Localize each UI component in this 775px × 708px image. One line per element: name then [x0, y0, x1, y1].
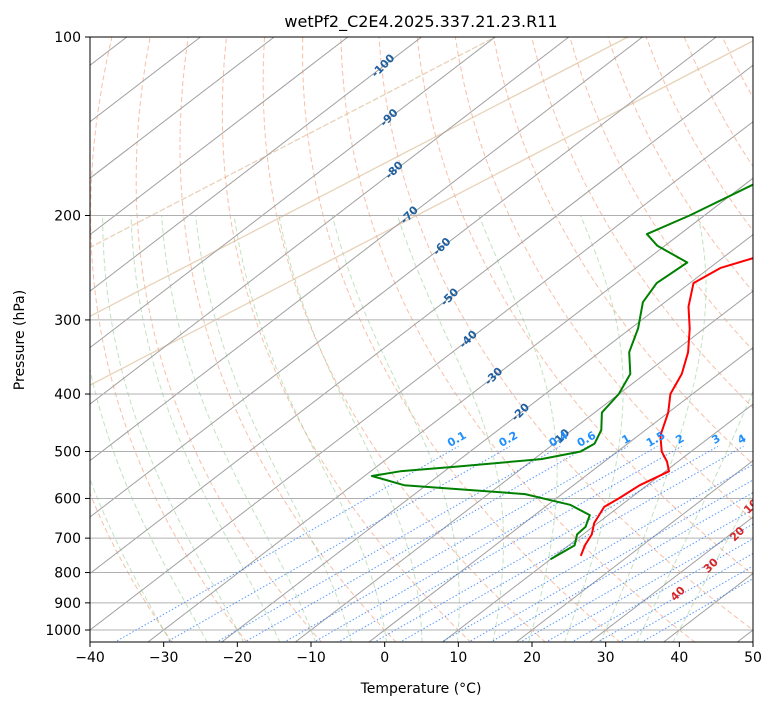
isotherm-line — [90, 37, 717, 518]
isotherm-line — [90, 64, 753, 575]
x-tick-label: 0 — [380, 650, 389, 666]
moist-adiabat — [90, 367, 208, 642]
mixing-ratio-line — [283, 445, 629, 642]
dry-adiabat — [302, 37, 621, 642]
theta-e-curve — [90, 40, 753, 386]
moist-adiabat — [600, 215, 707, 642]
moist-adiabat — [195, 215, 352, 642]
x-tick-label: −30 — [149, 650, 179, 666]
moist-adiabat — [564, 215, 624, 642]
isotherm-line — [90, 37, 496, 349]
isotherm-line — [220, 234, 753, 642]
isotherm-line — [441, 403, 753, 642]
mixing-ratio-line — [165, 445, 511, 642]
dewpoint-line — [370, 183, 753, 561]
dry-adiabat — [262, 37, 546, 642]
moist-adiabat — [90, 477, 172, 642]
y-tick-label: 500 — [54, 444, 81, 460]
isotherm-line — [90, 121, 753, 631]
theta-e-label: 10 — [741, 496, 761, 516]
y-tick-label: 600 — [54, 491, 81, 507]
y-axis-label: Pressure (hPa) — [12, 290, 28, 390]
isotherm-line — [147, 177, 753, 642]
dry-adiabat — [90, 492, 173, 642]
chart-title: wetPf2_C2E4.2025.337.21.23.R11 — [284, 12, 557, 32]
y-tick-label: 300 — [54, 313, 81, 329]
dry-adiabat — [378, 37, 753, 631]
dry-adiabat — [90, 37, 248, 642]
x-tick-label: −20 — [223, 650, 253, 666]
moist-adiabat — [233, 215, 388, 642]
y-tick-label: 1000 — [45, 623, 81, 639]
dry-adiabat — [221, 37, 472, 642]
mixing-ratio-line — [399, 445, 744, 642]
mixing-ratio-line — [114, 445, 459, 642]
x-tick-label: 40 — [670, 650, 688, 666]
dry-adiabat — [135, 37, 322, 642]
moist-adiabat — [672, 491, 753, 642]
mixing-ratio-line — [337, 445, 683, 642]
isotherm-line — [90, 37, 349, 236]
temperature-line — [579, 257, 753, 557]
x-tick-label: −10 — [296, 650, 326, 666]
isotherm-line — [515, 459, 753, 642]
dry-adiabat — [416, 37, 753, 576]
x-tick-label: 20 — [523, 650, 541, 666]
isotherm-line — [90, 37, 570, 405]
y-tick-label: 400 — [54, 387, 81, 403]
mixing-ratio-line — [313, 445, 658, 642]
y-tick-label: 100 — [54, 30, 81, 46]
plot-frame — [89, 36, 754, 643]
mixing-ratio-line — [373, 445, 719, 642]
y-tick-label: 900 — [54, 596, 81, 612]
moist-adiabat — [130, 215, 281, 642]
dry-adiabat — [531, 37, 753, 409]
theta-e-curve — [90, 37, 629, 318]
y-tick-label: 200 — [54, 209, 81, 225]
profile-lines — [370, 183, 753, 561]
axes: −40 −30 −20 −10 0 10 20 30 40 50 100 200 300 400 500 60… — [45, 30, 762, 666]
moist-adiabat — [161, 215, 317, 642]
moist-adiabat — [102, 215, 245, 642]
isotherm-line — [90, 37, 422, 292]
mixing-ratio-line — [243, 445, 589, 642]
y-tick-label: 700 — [54, 531, 81, 547]
isotherm-line — [368, 346, 753, 642]
y-tick-label: 800 — [54, 566, 81, 582]
isotherm-line — [589, 516, 753, 642]
x-tick-label: 30 — [597, 650, 615, 666]
mixing-ratio-line — [215, 445, 561, 642]
moist-adiabat — [397, 215, 504, 642]
x-tick-label: −40 — [75, 650, 105, 666]
mixing-ratio-line — [440, 463, 753, 642]
isotherm-line — [90, 37, 643, 462]
x-tick-label: 50 — [744, 650, 762, 666]
dry-adiabat — [569, 37, 753, 352]
x-tick-label: 10 — [449, 650, 467, 666]
isotherm-line — [90, 37, 275, 179]
moist-adiabat — [478, 215, 558, 642]
x-axis-label: Temperature (°C) — [360, 681, 482, 697]
moist-adiabat — [636, 389, 753, 642]
background-lines — [90, 37, 753, 642]
